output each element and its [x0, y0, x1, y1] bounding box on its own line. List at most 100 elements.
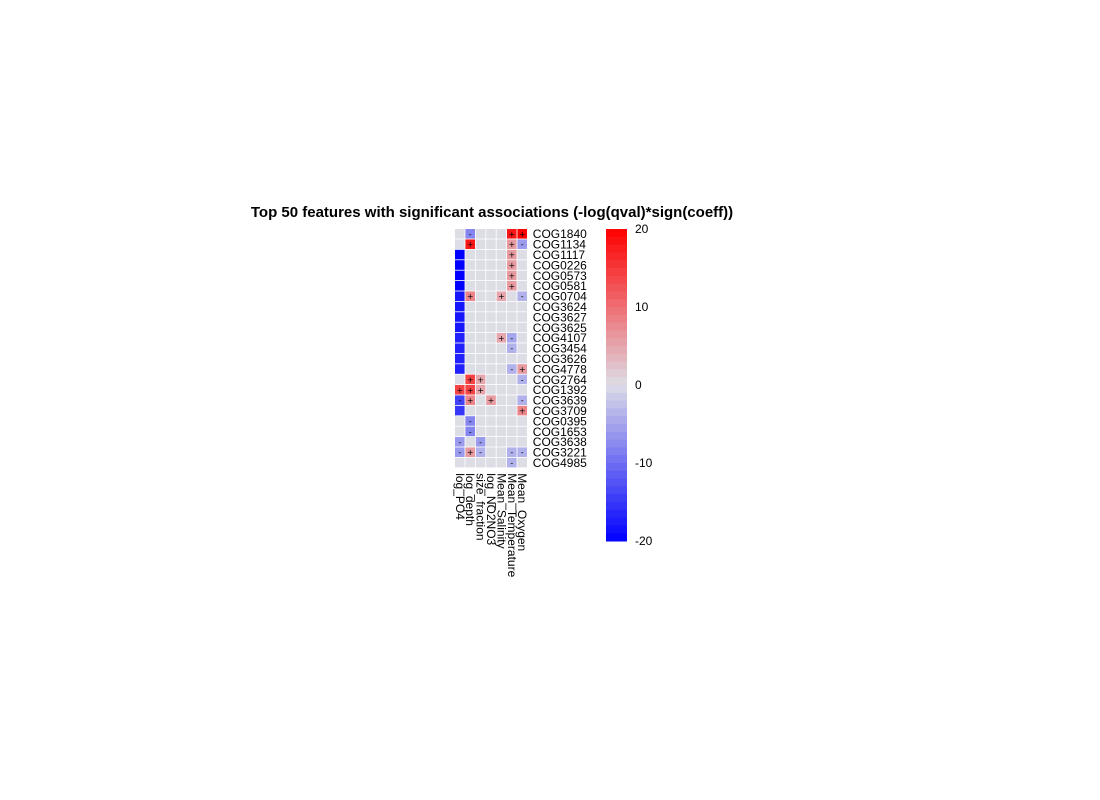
heatmap-cell: [517, 343, 527, 353]
cell-sign-label: -: [469, 427, 472, 436]
column-label: size_fraction: [474, 473, 488, 540]
heatmap-cell: [455, 322, 465, 333]
heatmap-cell: [455, 405, 465, 416]
heatmap-cell: [475, 385, 486, 395]
heatmap-cell: [486, 343, 496, 353]
colorbar-segment: [606, 252, 627, 261]
colorbar-segment: [606, 260, 627, 269]
colorbar-segment: [606, 322, 627, 331]
colorbar-segment: [606, 314, 627, 324]
heatmap-cell: [507, 374, 517, 385]
colorbar-tick-label: 0: [635, 378, 642, 392]
colorbar-segment: [606, 385, 627, 394]
cell-sign-label: +: [467, 396, 474, 405]
heatmap-cell: [517, 260, 527, 270]
heatmap-cell: [455, 301, 465, 312]
row-label: COG0573: [533, 269, 587, 283]
cell-sign-label: +: [467, 375, 474, 384]
colorbar-segment: [606, 517, 627, 526]
row-label: COG3639: [533, 394, 587, 408]
heatmap-cell: [465, 270, 475, 281]
heatmap-cell: [465, 447, 475, 457]
heatmap-cell: [455, 312, 465, 322]
heatmap-cell: [507, 364, 517, 374]
heatmap-cell: [465, 249, 475, 260]
colorbar-segment: [606, 424, 627, 433]
column-label: Mean_Temperature: [505, 473, 519, 577]
colorbar-segment: [606, 236, 627, 246]
cell-sign-label: -: [469, 230, 472, 239]
heatmap-cell: [455, 437, 465, 447]
cell-sign-label: -: [458, 438, 461, 447]
heatmap-cell: [465, 322, 475, 333]
heatmap-cell: [455, 364, 465, 374]
heatmap-cell: [486, 333, 496, 343]
heatmap-cell: [475, 437, 486, 447]
row-label: COG2764: [533, 373, 587, 387]
heatmap-cell: [517, 229, 527, 239]
cell-sign-label: +: [477, 375, 484, 384]
row-label: COG3624: [533, 300, 587, 314]
heatmap-cell: [507, 312, 517, 322]
heatmap-cell: [475, 343, 486, 353]
heatmap-cell: [486, 281, 496, 291]
row-label: COG0226: [533, 258, 587, 272]
color-legend: 20 10 0 -10 -20: [606, 222, 653, 548]
colorbar-segment: [606, 283, 627, 292]
heatmap-cell: [517, 416, 527, 426]
colorbar-segment: [606, 533, 627, 542]
heatmap-cell: [475, 374, 486, 385]
row-label: COG3627: [533, 310, 587, 324]
colorbar-segment: [606, 470, 627, 480]
heatmap-cell: [507, 353, 517, 364]
heatmap-cell: [517, 291, 527, 301]
colorbar-segment: [606, 509, 627, 519]
heatmap-cell: [496, 364, 507, 374]
heatmap-cell: [486, 385, 496, 395]
heatmap-cell: [475, 353, 486, 364]
colorbar-segment: [606, 463, 627, 472]
heatmap-cell: [486, 374, 496, 385]
heatmap-cell: [486, 447, 496, 457]
cell-sign-label: +: [477, 386, 484, 395]
row-label: COG3454: [533, 342, 587, 356]
heatmap-cell: [465, 291, 475, 301]
column-labels: log_PO4log_depthsize_fractionlog_NO2NO3M…: [453, 473, 529, 577]
heatmap-cell: [465, 301, 475, 312]
cell-sign-label: +: [508, 261, 515, 270]
colorbar-tick-label: -20: [635, 534, 653, 548]
heatmap-cell: [455, 416, 465, 426]
heatmap-cell: [486, 353, 496, 364]
colorbar-segment: [606, 299, 627, 308]
heatmap-cell: [507, 426, 517, 437]
heatmap-cell: [455, 291, 465, 301]
heatmap-cell: [507, 457, 517, 468]
colorbar-segment: [606, 353, 627, 363]
heatmap-cell: [455, 229, 465, 239]
heatmap-cell: [455, 385, 465, 395]
heatmap-cell: [475, 457, 486, 468]
colorbar-segment: [606, 244, 627, 253]
heatmap-cells: - + ++ + -+++++ + -+ --- ++ + -+ + +- + + -+--- -- + - - --: [455, 229, 527, 468]
heatmap-cell: [486, 249, 496, 260]
heatmap-cell: [507, 333, 517, 343]
heatmap-cell: [496, 457, 507, 468]
colorbar-segment: [606, 275, 627, 285]
heatmap-cell: [496, 312, 507, 322]
heatmap-cell: [496, 249, 507, 260]
heatmap-cell: [507, 291, 517, 301]
row-label: COG1117: [533, 248, 586, 262]
column-label: log_NO2NO3: [484, 473, 498, 545]
heatmap-cell: [517, 312, 527, 322]
heatmap-cell: [465, 239, 475, 249]
heatmap-cell: [496, 416, 507, 426]
heatmap-cell: [465, 426, 475, 437]
heatmap-cell: [486, 312, 496, 322]
colorbar-segment: [606, 455, 627, 464]
heatmap-cell: [455, 270, 465, 281]
heatmap-cell: [486, 457, 496, 468]
heatmap-cell: [455, 260, 465, 270]
heatmap-cell: [465, 416, 475, 426]
heatmap-cell: [517, 353, 527, 364]
